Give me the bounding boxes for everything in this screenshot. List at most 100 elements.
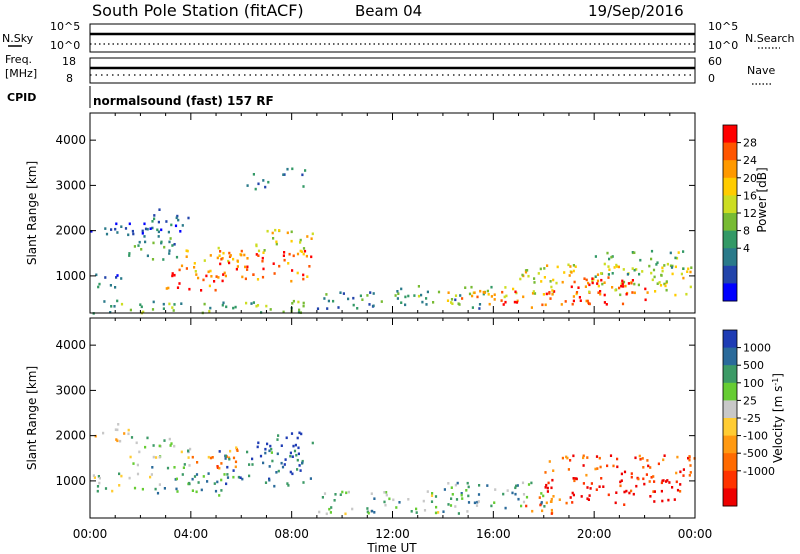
data-cell bbox=[607, 273, 610, 276]
data-cell bbox=[451, 493, 454, 496]
data-cell bbox=[246, 257, 249, 260]
colorbar-segment bbox=[723, 265, 737, 284]
data-cell bbox=[531, 509, 534, 513]
data-cell bbox=[641, 270, 644, 273]
data-cell bbox=[176, 490, 179, 493]
data-cell bbox=[500, 299, 503, 302]
data-cell bbox=[659, 284, 663, 287]
data-cell bbox=[133, 486, 137, 490]
data-cell bbox=[589, 487, 592, 490]
data-cell bbox=[236, 265, 239, 268]
data-cell bbox=[685, 292, 688, 296]
data-cell bbox=[372, 304, 375, 308]
colorbar-tick-label: -1000 bbox=[743, 465, 775, 478]
data-cell bbox=[261, 259, 264, 263]
data-cell bbox=[254, 187, 257, 191]
data-cell bbox=[301, 461, 304, 465]
data-cell bbox=[564, 300, 567, 303]
data-cell bbox=[347, 297, 350, 301]
data-cell bbox=[216, 465, 219, 468]
data-cell bbox=[653, 480, 656, 483]
freq-tick-bottom: 8 bbox=[66, 72, 73, 85]
data-cell bbox=[649, 495, 652, 498]
data-cell bbox=[207, 472, 210, 475]
data-cell bbox=[235, 447, 238, 451]
data-cell bbox=[548, 292, 551, 295]
colorbar-tick-label: 25 bbox=[743, 394, 757, 407]
data-cell bbox=[622, 280, 626, 284]
data-cell bbox=[594, 255, 597, 258]
data-cell bbox=[301, 173, 304, 177]
data-cell bbox=[680, 272, 683, 276]
data-cell bbox=[465, 489, 468, 492]
data-cell bbox=[280, 444, 283, 447]
data-cell bbox=[200, 488, 203, 492]
data-cell bbox=[577, 286, 580, 289]
data-cell bbox=[220, 462, 223, 465]
data-cell bbox=[633, 291, 636, 295]
y-tick-label: 1000 bbox=[55, 474, 86, 488]
data-cell bbox=[241, 477, 244, 481]
data-cell bbox=[622, 268, 625, 271]
data-cell bbox=[177, 218, 180, 222]
y-tick-label: 4000 bbox=[55, 338, 86, 352]
data-cell bbox=[291, 302, 294, 305]
data-cell bbox=[175, 477, 178, 481]
data-cell bbox=[627, 282, 630, 285]
data-cell bbox=[464, 286, 467, 289]
data-cell bbox=[665, 288, 668, 292]
data-cell bbox=[486, 484, 489, 487]
data-cell bbox=[302, 301, 305, 305]
data-cell bbox=[673, 498, 676, 501]
data-cell bbox=[540, 280, 543, 283]
data-cell bbox=[503, 295, 506, 299]
data-cell bbox=[572, 299, 575, 303]
nsearch-tick-top: 10^5 bbox=[708, 20, 738, 33]
data-cell bbox=[115, 438, 118, 441]
data-cell bbox=[146, 227, 149, 231]
data-cell bbox=[232, 456, 236, 460]
data-cell bbox=[282, 254, 285, 257]
data-cell bbox=[675, 480, 678, 484]
data-cell bbox=[236, 449, 239, 452]
data-cell bbox=[256, 445, 259, 449]
data-cell bbox=[283, 258, 286, 262]
data-cell bbox=[268, 449, 271, 453]
data-cell bbox=[302, 252, 305, 256]
data-cell bbox=[544, 303, 547, 307]
data-cell bbox=[447, 291, 450, 294]
data-cell bbox=[137, 244, 140, 247]
data-cell bbox=[591, 277, 594, 280]
data-cell bbox=[173, 243, 176, 246]
data-cell bbox=[606, 251, 609, 255]
data-cell bbox=[417, 285, 420, 288]
data-cell bbox=[426, 490, 429, 493]
data-cell bbox=[263, 249, 266, 252]
data-cell bbox=[366, 294, 369, 297]
data-cell bbox=[650, 249, 654, 253]
data-cell bbox=[210, 275, 213, 278]
data-cell bbox=[635, 268, 638, 271]
y-tick-label: 3000 bbox=[55, 178, 86, 192]
data-cell bbox=[339, 291, 342, 294]
data-cell bbox=[665, 480, 668, 483]
data-cell bbox=[540, 492, 543, 495]
data-cell bbox=[168, 437, 171, 441]
data-cell bbox=[549, 297, 552, 300]
data-cell bbox=[187, 456, 190, 459]
data-cell bbox=[116, 299, 119, 303]
data-cell bbox=[662, 458, 665, 462]
data-cell bbox=[211, 456, 214, 459]
data-cell bbox=[616, 457, 619, 461]
data-cell bbox=[189, 447, 192, 451]
colorbar-segment bbox=[723, 330, 737, 349]
data-cell bbox=[631, 279, 634, 282]
data-cell bbox=[295, 453, 298, 457]
data-cell bbox=[117, 423, 120, 426]
data-cell bbox=[628, 491, 631, 495]
freq-tick-top: 18 bbox=[62, 55, 76, 68]
data-cell bbox=[104, 487, 108, 490]
data-cell bbox=[596, 273, 600, 276]
x-axis-title: Time UT bbox=[366, 541, 417, 554]
data-cell bbox=[246, 265, 249, 269]
